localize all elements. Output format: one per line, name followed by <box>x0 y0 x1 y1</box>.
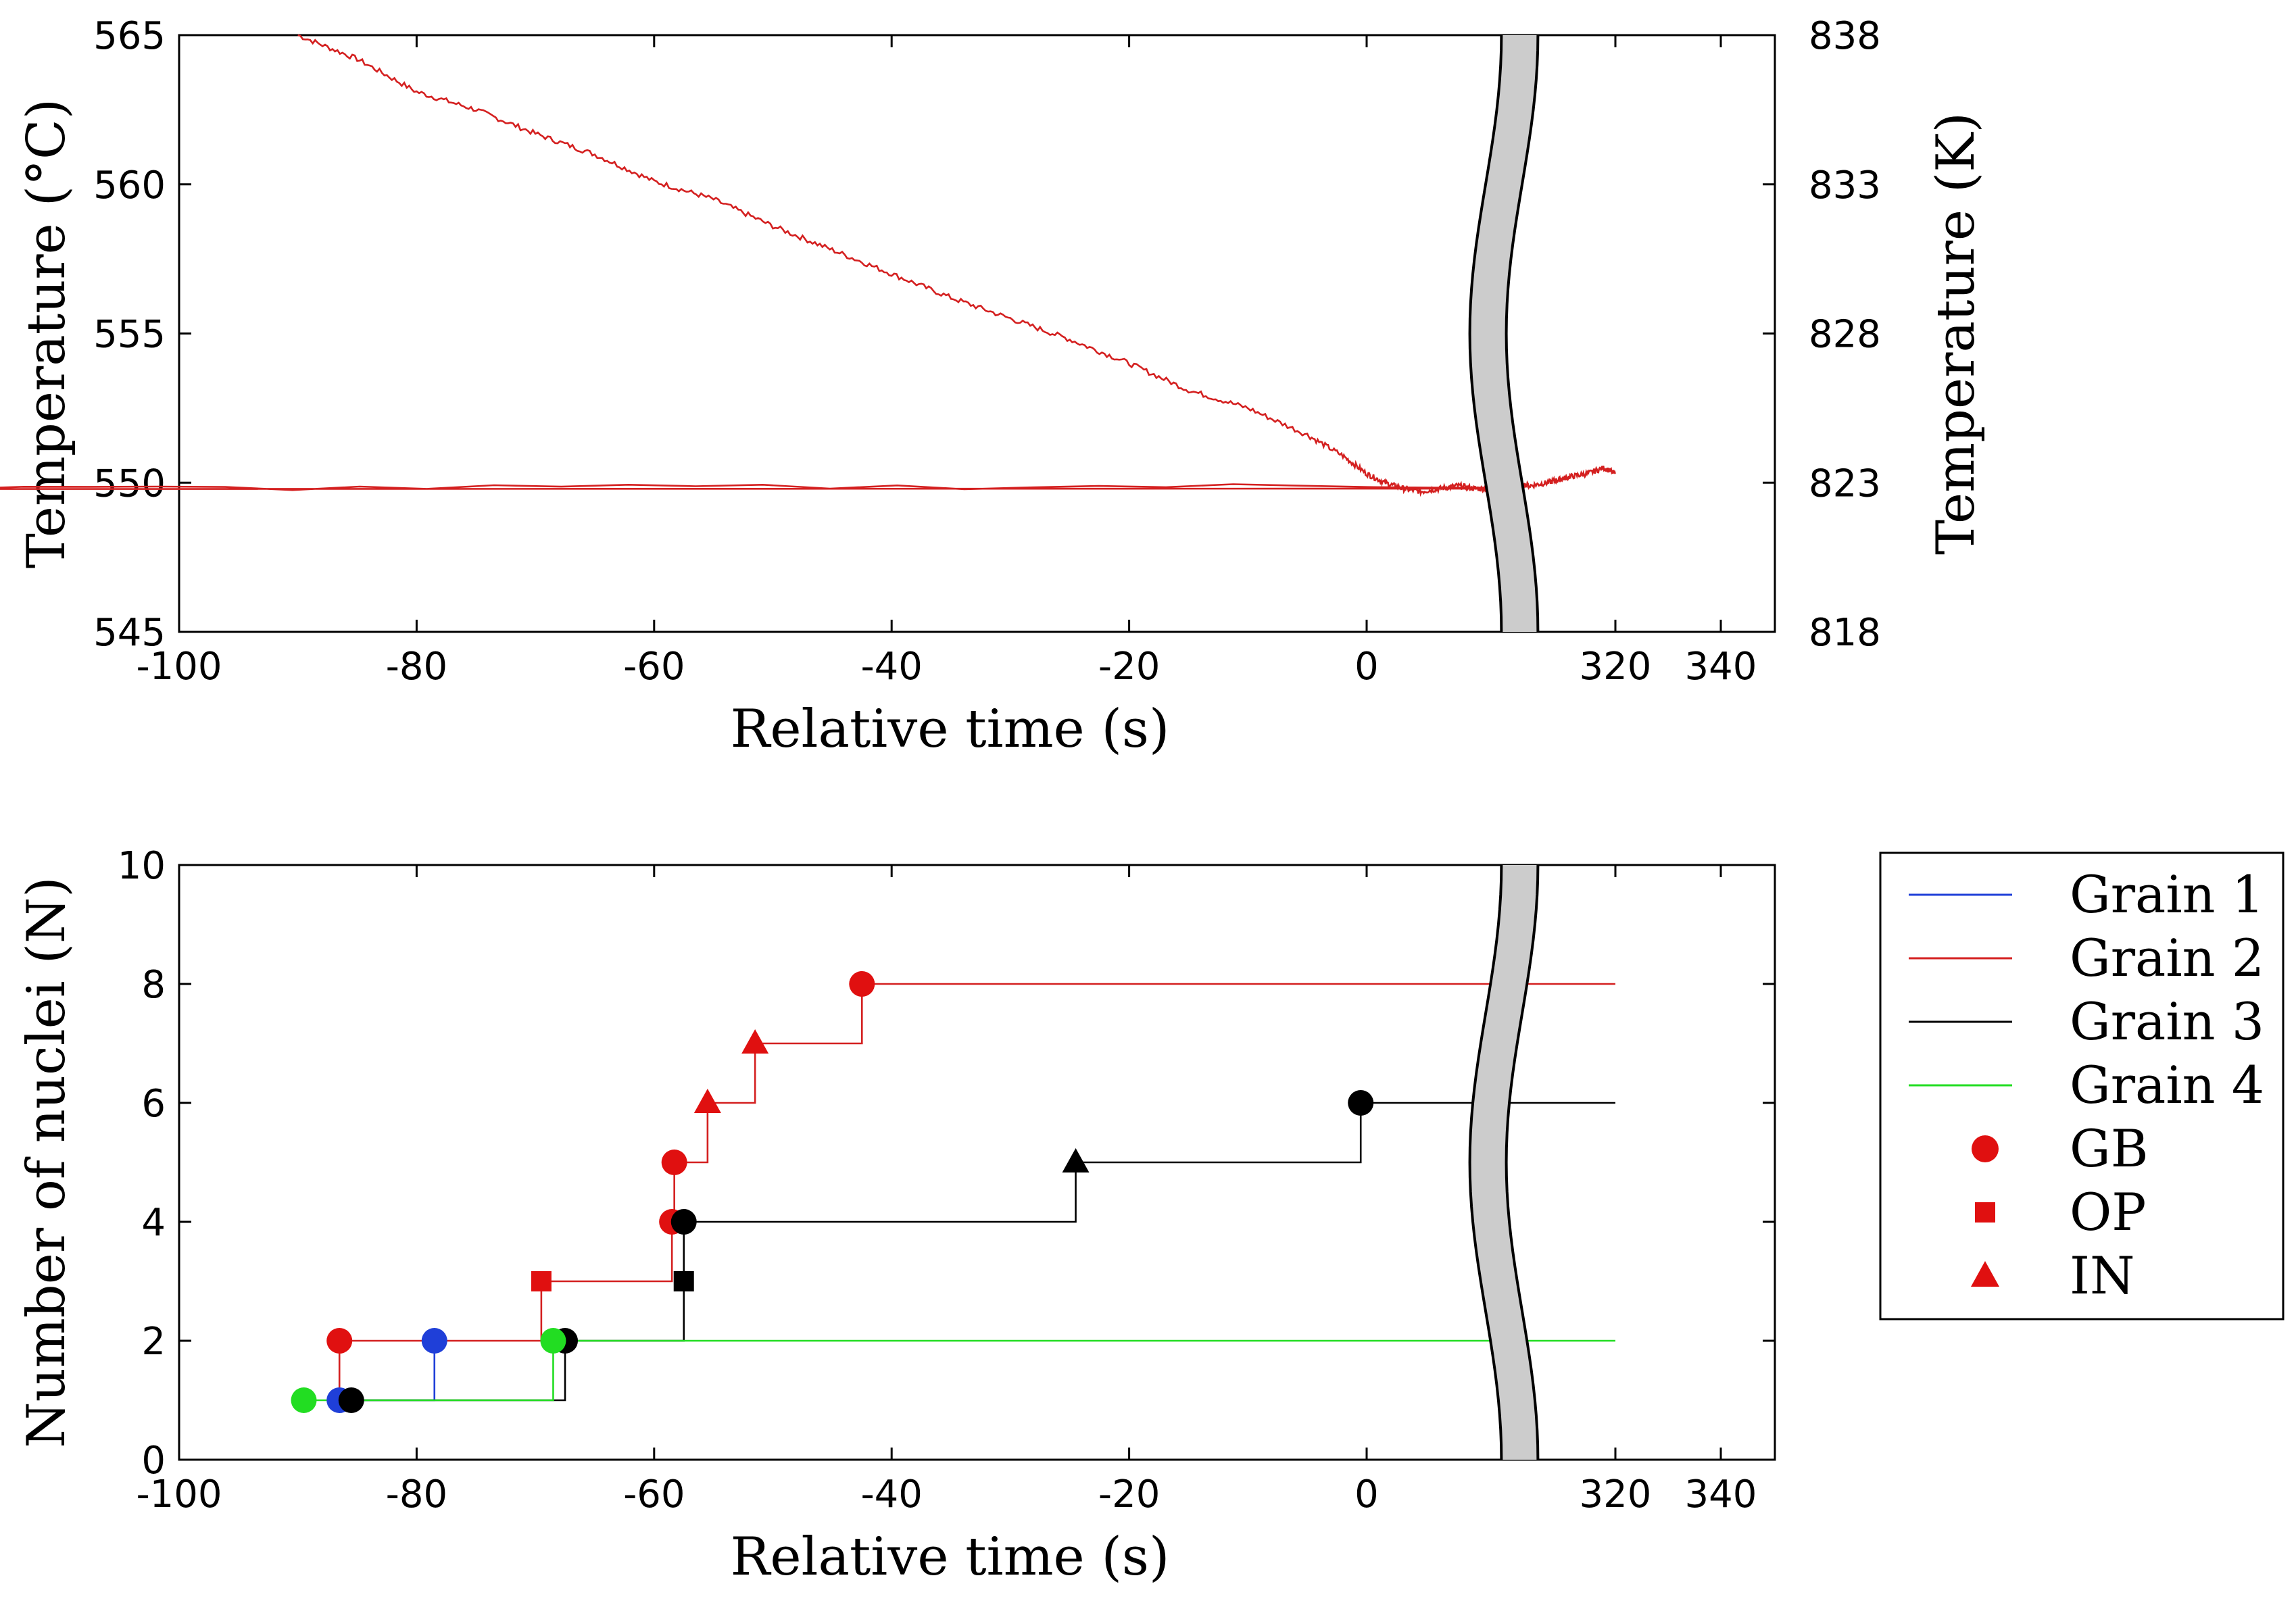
y-right-tick-label: 818 <box>1809 611 1881 655</box>
legend-label: Grain 3 <box>2070 991 2264 1052</box>
y-tick-label: 0 <box>141 1439 166 1483</box>
x-tick-label: 0 <box>1354 645 1379 689</box>
x-tick-label: -20 <box>1098 1473 1160 1516</box>
x-tick-label: 320 <box>1580 645 1652 689</box>
grain-2-gb-marker <box>326 1328 353 1354</box>
x-axis-label: Relative time (s) <box>731 699 1170 760</box>
grain-3-step-line <box>351 1102 1615 1402</box>
x-tick-label: 320 <box>1580 1473 1652 1516</box>
top-axis-break-edge-right <box>1505 34 1540 633</box>
step-lines <box>303 983 1615 1402</box>
top-axis-break-fill <box>1469 35 1538 632</box>
legend-label: OP <box>2070 1182 2146 1242</box>
temperature-panel: -100 -80 -60 -40 -20 0 320 340 545 550 555 560 565 81… <box>0 14 1986 760</box>
legend-label: IN <box>2070 1245 2135 1306</box>
nuclei-panel: -100 -80 -60 -40 -20 0 320 340 0 2 4 6 8 10 Relative t… <box>16 844 1776 1587</box>
event-markers <box>291 971 1374 1413</box>
grain-3-gb-marker <box>338 1387 364 1413</box>
x-tick-label: -100 <box>136 645 222 689</box>
x-tick-label: -40 <box>860 645 922 689</box>
legend-label: Grain 1 <box>2070 864 2264 924</box>
y-right-tick-label: 823 <box>1809 462 1881 505</box>
x-tick-label: -60 <box>623 1473 685 1516</box>
y-axis-label-right: Temperature (K) <box>1926 112 1986 555</box>
x-tick-label: 0 <box>1354 1473 1379 1516</box>
grain-2-in-marker <box>741 1029 769 1054</box>
legend-gb-marker <box>1972 1135 1999 1162</box>
y-tick-label: 10 <box>118 844 166 888</box>
legend-op-marker <box>1975 1202 1995 1223</box>
y-axis-label: Temperature (°C) <box>16 99 77 568</box>
x-tick-label: -100 <box>136 1473 222 1516</box>
y-tick-label: 545 <box>93 611 166 655</box>
grain-2-gb-marker <box>661 1150 687 1175</box>
plot-frame <box>178 864 1776 1461</box>
bottom-axis-break-edge-right <box>1505 864 1540 1460</box>
legend-label: Grain 4 <box>2070 1055 2264 1115</box>
y-tick-label: 8 <box>141 963 166 1007</box>
y-tick-label: 4 <box>141 1201 166 1245</box>
grain-3-gb-marker <box>1348 1090 1374 1116</box>
x-tick-label: -40 <box>860 1473 922 1516</box>
x-tick-label: -20 <box>1098 645 1160 689</box>
legend-label: GB <box>2070 1118 2149 1179</box>
x-tick-label: 340 <box>1685 645 1757 689</box>
y-axis-label: Number of nuclei (N) <box>16 876 77 1448</box>
bottom-axis-break-edge-left <box>1468 864 1503 1460</box>
y-tick-label: 565 <box>93 14 166 58</box>
x-tick-label: -60 <box>623 645 685 689</box>
plot-frame <box>178 34 1776 633</box>
y-right-tick-label: 828 <box>1809 313 1881 357</box>
top-axis-break-edge-left <box>1468 34 1503 633</box>
x-tick-label: -80 <box>386 1473 447 1516</box>
grain-2-step-line <box>338 983 1615 1400</box>
y-right-tick-label: 838 <box>1809 14 1881 58</box>
grain-2-op-marker <box>531 1271 552 1291</box>
x-tick-label: 340 <box>1685 1473 1757 1516</box>
y-right-tick-label: 833 <box>1809 164 1881 207</box>
grain-4-step-line <box>303 1339 1615 1402</box>
grain-4-gb-marker <box>291 1387 317 1413</box>
legend-in-marker <box>1971 1261 1999 1287</box>
grain-3-op-marker <box>673 1271 694 1291</box>
x-axis-label: Relative time (s) <box>731 1527 1170 1587</box>
grain-2-gb-marker <box>849 971 875 997</box>
grain-2-in-marker <box>693 1089 721 1113</box>
legend-label: Grain 2 <box>2070 928 2264 988</box>
grain-3-gb-marker <box>670 1209 697 1235</box>
grain-3-in-marker <box>1062 1148 1090 1172</box>
x-tick-label: -80 <box>386 645 447 689</box>
y-tick-label: 2 <box>141 1320 166 1364</box>
temperature-line <box>0 34 1617 497</box>
grain-1-gb-marker <box>421 1328 447 1354</box>
y-tick-label: 555 <box>93 313 166 357</box>
y-tick-label: 550 <box>93 462 166 505</box>
y-tick-label: 560 <box>93 164 166 207</box>
bottom-axis-break-fill <box>1469 865 1538 1460</box>
y-tick-label: 6 <box>141 1082 166 1126</box>
grain-4-gb-marker <box>540 1328 566 1354</box>
